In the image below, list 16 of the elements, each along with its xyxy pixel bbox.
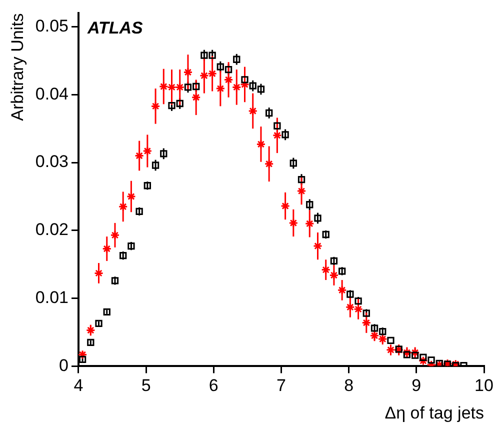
x-axis-title: Δη of tag jets [384,403,484,422]
x-tick-label: 4 [74,376,84,396]
y-tick-label: 0.01 [35,288,68,308]
y-tick-label: 0.05 [35,16,68,36]
x-tick-label: 7 [276,376,286,396]
x-tick-label: 5 [141,376,151,396]
y-tick-label: 0 [59,356,68,375]
x-tick-label: 6 [208,376,218,396]
y-tick-label: 0.04 [35,84,68,104]
x-tick-label: 10 [474,376,494,396]
annotation: ATLAS [86,18,144,38]
y-axis-title: Arbitrary Units [8,13,27,121]
y-tick-label: 0.02 [35,220,68,240]
x-tick-label: 8 [344,376,354,396]
x-tick-label: 9 [412,376,422,396]
y-tick-label: 0.03 [35,152,68,172]
